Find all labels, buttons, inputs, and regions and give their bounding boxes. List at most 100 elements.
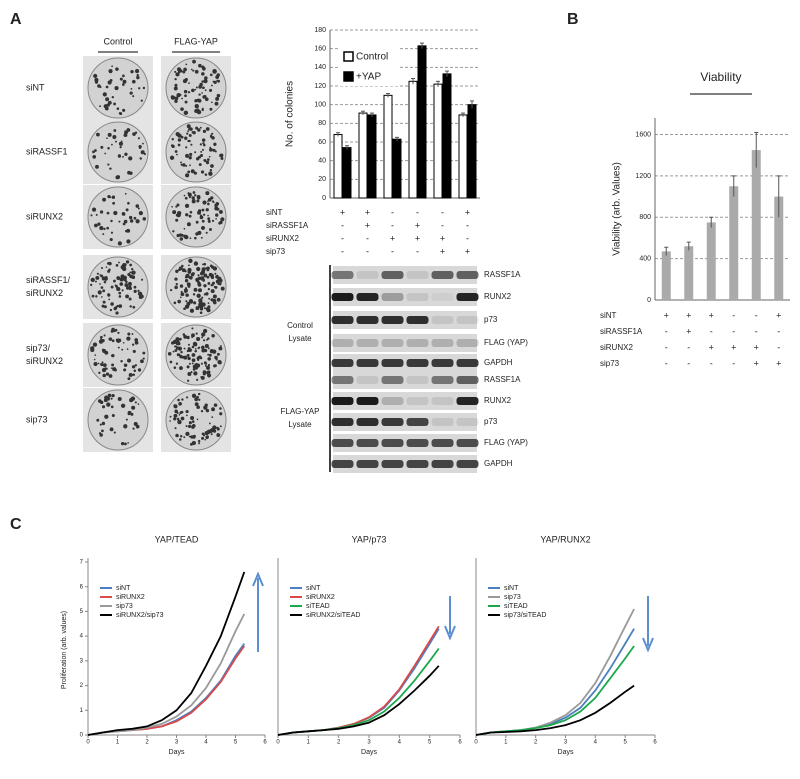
colony xyxy=(197,282,202,287)
colony xyxy=(103,280,107,284)
colony xyxy=(142,86,146,90)
blot-band xyxy=(381,359,404,367)
condition-sign: + xyxy=(709,342,714,352)
colony xyxy=(174,96,179,101)
colony xyxy=(127,377,131,381)
colony xyxy=(202,66,206,71)
colony xyxy=(98,432,102,435)
colony xyxy=(191,345,195,349)
condition-sign: - xyxy=(755,326,758,336)
colony xyxy=(125,208,129,212)
colony xyxy=(178,266,183,271)
colony xyxy=(210,433,213,436)
colony xyxy=(129,219,134,223)
colony xyxy=(105,372,110,376)
band-label: RASSF1A xyxy=(484,375,521,384)
colony xyxy=(128,373,133,377)
condition-sign: + xyxy=(415,233,420,243)
colony xyxy=(124,283,129,287)
colony xyxy=(195,220,199,224)
blot-band xyxy=(331,418,354,426)
colony xyxy=(178,337,182,341)
colony xyxy=(201,148,205,151)
colony xyxy=(202,263,204,266)
colony xyxy=(187,192,190,195)
colony xyxy=(123,424,128,429)
colony xyxy=(176,233,180,238)
colony xyxy=(125,294,130,299)
colony xyxy=(112,201,116,205)
colony xyxy=(196,336,201,342)
colony xyxy=(110,231,114,234)
colony xyxy=(174,345,177,348)
blot-band xyxy=(431,339,454,347)
colony xyxy=(207,353,210,356)
condition-label: siRUNX2 xyxy=(600,343,633,352)
colony xyxy=(197,209,202,213)
bar xyxy=(367,114,377,199)
colony xyxy=(189,164,191,167)
colony xyxy=(136,75,140,80)
colony xyxy=(177,398,180,402)
colony xyxy=(208,171,213,176)
colony xyxy=(202,86,205,90)
colony xyxy=(190,370,193,373)
condition-sign: - xyxy=(341,246,344,256)
blot-band xyxy=(431,439,454,447)
blot-band xyxy=(406,376,429,384)
colony xyxy=(184,136,188,140)
colony xyxy=(169,415,172,418)
colony xyxy=(118,220,121,223)
colony xyxy=(118,295,122,298)
colony xyxy=(174,150,178,153)
colony xyxy=(210,164,214,168)
colony xyxy=(99,105,102,108)
colony xyxy=(95,213,98,216)
colony xyxy=(179,93,182,96)
colony xyxy=(218,360,222,365)
y-axis-label: Viability (arb. Values) xyxy=(612,162,623,256)
colony xyxy=(197,358,200,362)
legend-label: sip73 xyxy=(504,594,521,601)
colony xyxy=(219,282,222,285)
colony xyxy=(185,63,188,66)
colony xyxy=(208,353,212,357)
y-tick-label: 140 xyxy=(314,64,326,71)
colony xyxy=(110,367,113,369)
x-tick-label: 4 xyxy=(594,740,598,746)
colony xyxy=(175,346,180,350)
colony xyxy=(183,355,188,360)
colony xyxy=(99,363,102,366)
legend-label: siNT xyxy=(504,585,519,592)
colony xyxy=(101,267,104,270)
colony xyxy=(111,339,115,343)
colony xyxy=(185,293,189,297)
colony xyxy=(104,350,109,355)
colony xyxy=(179,411,183,414)
colony xyxy=(211,219,215,222)
colony xyxy=(216,274,219,277)
colony xyxy=(96,132,100,137)
colony xyxy=(197,392,201,396)
colony xyxy=(207,288,211,291)
colony xyxy=(99,226,104,231)
colony xyxy=(175,433,179,438)
colony xyxy=(122,213,126,216)
colony xyxy=(123,263,127,266)
condition-sign: + xyxy=(465,246,470,256)
colony xyxy=(180,161,182,164)
colony xyxy=(107,147,110,150)
colony xyxy=(133,285,137,289)
colony xyxy=(143,152,146,156)
colony xyxy=(212,148,216,152)
x-axis-label: Days xyxy=(361,749,377,756)
colony xyxy=(203,284,207,288)
colony xyxy=(193,198,196,202)
colony xyxy=(184,234,189,240)
colony xyxy=(135,69,140,74)
chart-title: Viability xyxy=(700,70,741,84)
colony xyxy=(183,307,186,311)
colony xyxy=(199,143,203,146)
colony xyxy=(116,107,120,110)
colony xyxy=(107,100,112,105)
